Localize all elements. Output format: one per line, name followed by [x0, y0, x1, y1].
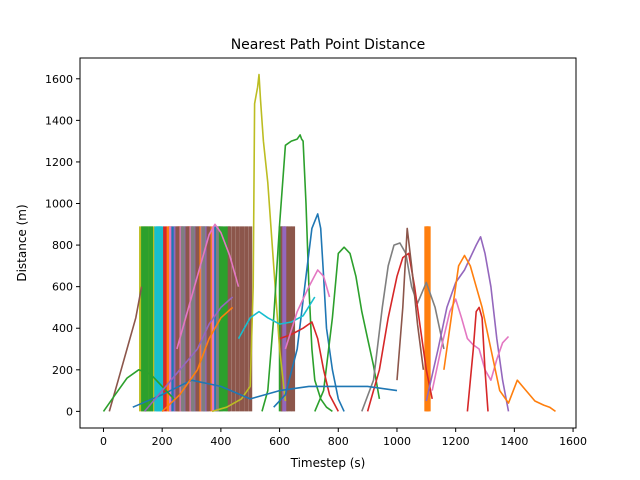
spike-band-9-2 [201, 226, 206, 412]
x-tick-label-1000: 1000 [383, 435, 411, 448]
spike-band-6-0 [171, 226, 176, 412]
series-line-4 [361, 242, 445, 412]
spike-band-11-2 [235, 226, 240, 412]
spike-band-1-1 [144, 226, 149, 412]
spike-band-1-2 [149, 226, 154, 412]
series-line-2 [273, 213, 345, 412]
series-line-9 [443, 254, 556, 413]
series-line-17 [102, 368, 175, 412]
x-axis-label: Timestep (s) [290, 456, 366, 470]
y-tick-label-400: 400 [52, 322, 73, 335]
y-tick-label-200: 200 [52, 364, 73, 377]
spike-band-5-4 [211, 226, 216, 412]
x-tick-label-600: 600 [269, 435, 290, 448]
plot-series-layer [102, 73, 556, 413]
spike-band-11-4 [244, 226, 249, 412]
y-tick-label-0: 0 [66, 405, 73, 418]
chart-title: Nearest Path Point Distance [231, 37, 426, 53]
y-tick-label-800: 800 [52, 239, 73, 252]
axis-ticks-layer: 0 200 400 600 800 1000 1200 1400 1600 0 200 400 600 8… [45, 73, 587, 448]
spike-band-11-3 [240, 226, 245, 412]
series-line-16 [132, 379, 398, 408]
y-tick-label-1600: 1600 [45, 73, 73, 86]
series-line-10 [466, 306, 489, 412]
series-line-3 [314, 246, 381, 412]
y-axis-label: Distance (m) [15, 204, 29, 281]
plot-frame [79, 57, 577, 429]
spike-band-14-0 [282, 226, 287, 412]
spike-band-9-1 [190, 226, 195, 412]
y-tick-label-600: 600 [52, 281, 73, 294]
series-line-13 [237, 296, 316, 339]
spike-band-4-0 [166, 226, 171, 412]
spike-band-9-0 [180, 226, 185, 412]
spike-band-9-3 [215, 226, 220, 412]
spike-band-8-0 [175, 226, 180, 412]
y-tick-label-1400: 1400 [45, 114, 73, 127]
x-tick-label-1600: 1600 [559, 435, 587, 448]
y-tick-label-1000: 1000 [45, 198, 73, 211]
spike-band-0-3 [151, 226, 156, 412]
spike-band-15-2 [426, 226, 431, 412]
series-line-15 [284, 269, 331, 350]
x-tick-label-800: 800 [328, 435, 349, 448]
spike-band-10-1 [222, 226, 227, 412]
spike-band-8-1 [185, 226, 190, 412]
spike-band-3-0 [163, 226, 168, 412]
series-line-7 [425, 236, 510, 412]
spike-band-5-0 [168, 226, 173, 412]
series-line-0 [211, 73, 287, 413]
spike-band-4-3 [197, 226, 202, 412]
spike-band-8-2 [195, 226, 200, 412]
x-tick-label-1400: 1400 [500, 435, 528, 448]
spike-band-1-0 [141, 226, 146, 412]
series-line-11 [108, 286, 143, 412]
spike-band-8-3 [206, 226, 211, 412]
series-line-14 [279, 321, 340, 412]
spike-band-0-0 [139, 226, 144, 412]
spike-band-13-2 [287, 226, 292, 412]
series-line-12 [176, 223, 240, 350]
spike-band-11-0 [227, 226, 232, 412]
series-line-19 [161, 306, 234, 412]
x-tick-label-400: 400 [210, 435, 231, 448]
x-tick-label-200: 200 [152, 435, 173, 448]
x-tick-label-0: 0 [100, 435, 107, 448]
spike-band-2-3 [159, 226, 164, 412]
series-line-18 [143, 296, 234, 412]
spike-band-11-1 [231, 226, 236, 412]
spike-band-13-3 [291, 226, 296, 412]
y-tick-label-1200: 1200 [45, 156, 73, 169]
series-line-6 [396, 227, 425, 381]
x-tick-label-1200: 1200 [442, 435, 470, 448]
